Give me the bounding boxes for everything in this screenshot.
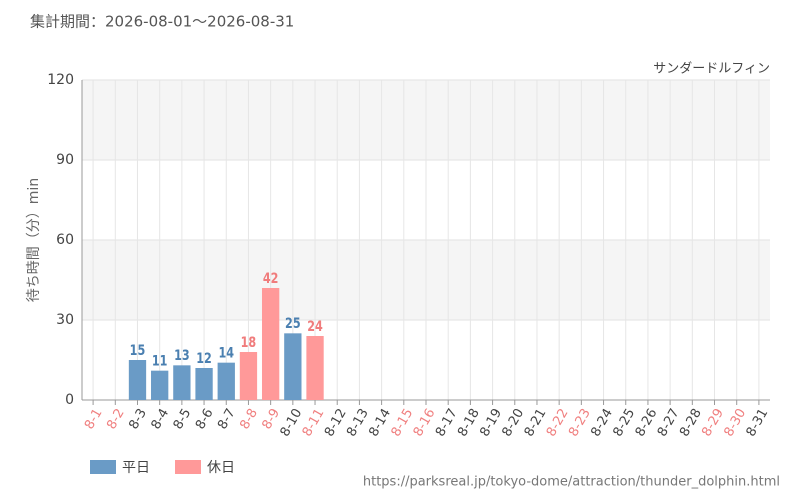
x-tick-label: 8-7 (215, 406, 239, 432)
x-tick-label: 8-31 (744, 406, 772, 439)
x-tick-label: 8-19 (477, 406, 505, 439)
x-tick-label: 8-3 (126, 406, 150, 432)
bar (306, 336, 324, 400)
bar (151, 370, 169, 400)
x-tick-label: 8-10 (278, 406, 306, 439)
x-tick-label: 8-24 (588, 406, 616, 439)
x-tick-label: 8-29 (699, 406, 727, 439)
bar (261, 288, 280, 400)
x-tick-label: 8-4 (149, 406, 173, 432)
x-tick-label: 8-25 (610, 406, 638, 439)
x-tick-label: 8-22 (544, 406, 572, 439)
y-tick-label: 90 (56, 152, 74, 168)
x-tick-label: 8-30 (721, 406, 749, 439)
y-tick-label: 0 (65, 392, 74, 408)
x-tick-label: 8-1 (82, 406, 106, 432)
source: https://parksreal.jp/tokyo-dome/attracti… (363, 475, 780, 490)
y-tick-label: 60 (56, 232, 74, 248)
x-tick-label: 8-21 (522, 406, 550, 439)
value-label: 18 (241, 334, 257, 351)
value-label: 14 (218, 344, 234, 361)
bar (239, 352, 258, 400)
value-label: 15 (130, 342, 146, 359)
x-tick-label: 8-8 (237, 406, 261, 432)
bar (173, 365, 191, 400)
x-tick-label: 8-14 (366, 406, 394, 439)
x-tick-label: 8-20 (500, 406, 528, 439)
x-tick-label: 8-16 (411, 406, 439, 439)
x-tick-label: 8-15 (389, 406, 417, 439)
bar (195, 368, 213, 400)
chart-title: サンダードルフィン (653, 62, 770, 77)
x-tick-label: 8-11 (300, 406, 328, 439)
value-label: 13 (174, 347, 190, 364)
legend-swatch (90, 460, 116, 474)
x-tick-label: 8-27 (655, 406, 683, 439)
y-tick-label: 120 (47, 72, 74, 88)
value-label: 42 (263, 270, 279, 287)
value-label: 25 (285, 315, 301, 332)
bar (217, 362, 235, 400)
bar (284, 333, 302, 400)
x-tick-label: 8-26 (633, 406, 661, 439)
y-axis-label: 待ち時間（分）min (26, 178, 42, 302)
value-label: 24 (307, 318, 323, 335)
x-tick-label: 8-17 (433, 406, 461, 439)
x-tick-label: 8-6 (193, 406, 217, 432)
y-tick-label: 30 (56, 312, 74, 328)
legend-label: 平日 (122, 460, 150, 476)
period: 集計期間：2026-08-01～2026-08-31 (30, 13, 294, 31)
x-tick-label: 8-13 (344, 406, 372, 439)
value-label: 12 (196, 350, 212, 367)
bar (128, 360, 147, 400)
x-tick-label: 8-5 (171, 406, 195, 432)
legend-swatch (175, 460, 201, 474)
x-tick-label: 8-28 (677, 406, 705, 439)
legend-label: 休日 (207, 460, 235, 476)
x-tick-label: 8-18 (455, 406, 483, 439)
x-tick-label: 8-12 (322, 406, 350, 439)
x-tick-label: 8-2 (104, 406, 128, 432)
x-tick-label: 8-23 (566, 406, 594, 439)
value-label: 11 (152, 352, 168, 369)
